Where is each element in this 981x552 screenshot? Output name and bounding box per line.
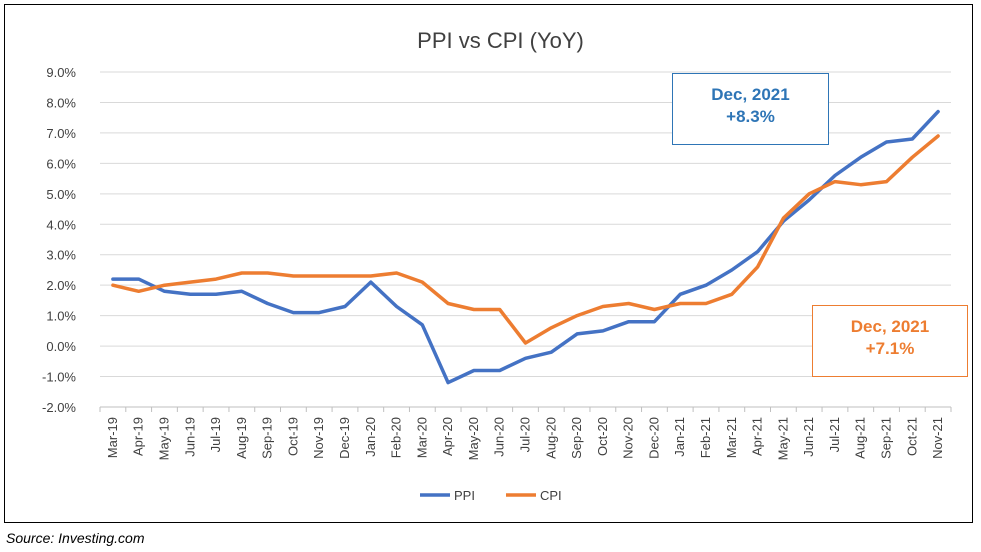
- x-tick-label: Sep-20: [569, 417, 584, 459]
- x-tick-label: Oct-19: [285, 417, 300, 456]
- x-tick-label: Mar-19: [105, 417, 120, 458]
- ppi-annotation-value: +8.3%: [726, 107, 775, 126]
- y-tick-label: 0.0%: [46, 339, 76, 354]
- x-tick-label: Dec-20: [646, 417, 661, 459]
- x-tick-label: Feb-20: [389, 417, 404, 458]
- x-tick-label: Aug-19: [234, 417, 249, 459]
- x-tick-label: May-19: [156, 417, 171, 460]
- cpi-annotation-value: +7.1%: [865, 339, 915, 358]
- legend-label-cpi: CPI: [540, 488, 562, 503]
- y-tick-label: 5.0%: [46, 187, 76, 202]
- x-tick-label: Jul-20: [518, 417, 533, 452]
- y-tick-label: -2.0%: [42, 400, 76, 415]
- y-tick-label: 4.0%: [46, 217, 76, 232]
- y-tick-label: 6.0%: [46, 156, 76, 171]
- y-tick-label: 2.0%: [46, 278, 76, 293]
- x-tick-label: Mar-20: [414, 417, 429, 458]
- series-line-cpi: [111, 134, 940, 345]
- x-tick-label: Oct-20: [595, 417, 610, 456]
- x-tick-label: Nov-19: [311, 417, 326, 459]
- x-tick-label: May-21: [775, 417, 790, 460]
- x-tick-label: Oct-21: [904, 417, 919, 456]
- x-tick-label: Jun-19: [182, 417, 197, 457]
- x-tick-label: Apr-19: [131, 417, 146, 456]
- x-tick-label: Sep-21: [879, 417, 894, 459]
- y-tick-label: 1.0%: [46, 309, 76, 324]
- ppi-annotation-date: Dec, 2021: [711, 85, 790, 104]
- x-tick-label: Jun-20: [492, 417, 507, 457]
- x-tick-label: Mar-21: [724, 417, 739, 458]
- x-tick-label: Aug-21: [853, 417, 868, 459]
- legend-label-ppi: PPI: [454, 488, 475, 503]
- y-tick-label: 3.0%: [46, 248, 76, 263]
- x-tick-label: Aug-20: [543, 417, 558, 459]
- x-tick-label: Nov-20: [621, 417, 636, 459]
- x-tick-label: Dec-19: [337, 417, 352, 459]
- x-tick-label: Jul-19: [208, 417, 223, 452]
- x-tick-label: Apr-21: [750, 417, 765, 456]
- y-tick-label: 7.0%: [46, 126, 76, 141]
- x-tick-label: May-20: [466, 417, 481, 460]
- chart-svg: PPI vs CPI (YoY) -2.0% -1.0% 0.0% 1.0% 2.0% 3.…: [42, 28, 952, 503]
- x-tick-label: Jan-20: [363, 417, 378, 457]
- y-tick-label: 9.0%: [46, 65, 76, 80]
- x-tick-label: Apr-20: [440, 417, 455, 456]
- x-tick-label: Feb-21: [698, 417, 713, 458]
- cpi-annotation-box: Dec, 2021 +7.1%: [812, 305, 968, 377]
- y-tick-label: 8.0%: [46, 95, 76, 110]
- cpi-annotation-date: Dec, 2021: [850, 317, 930, 336]
- x-tick-label: Sep-19: [260, 417, 275, 459]
- ppi-annotation-box: Dec, 2021 +8.3%: [672, 73, 829, 145]
- chart-title: PPI vs CPI (YoY): [417, 28, 584, 53]
- x-tick-label: Nov-21: [930, 417, 945, 459]
- y-tick-label: -1.0%: [42, 370, 76, 385]
- x-tick-label: Jan-21: [672, 417, 687, 457]
- source-note: Source: Investing.com: [6, 530, 145, 546]
- series-line-ppi: [111, 109, 940, 385]
- x-tick-label: Jul-21: [827, 417, 842, 452]
- x-tick-label: Jun-21: [801, 417, 816, 457]
